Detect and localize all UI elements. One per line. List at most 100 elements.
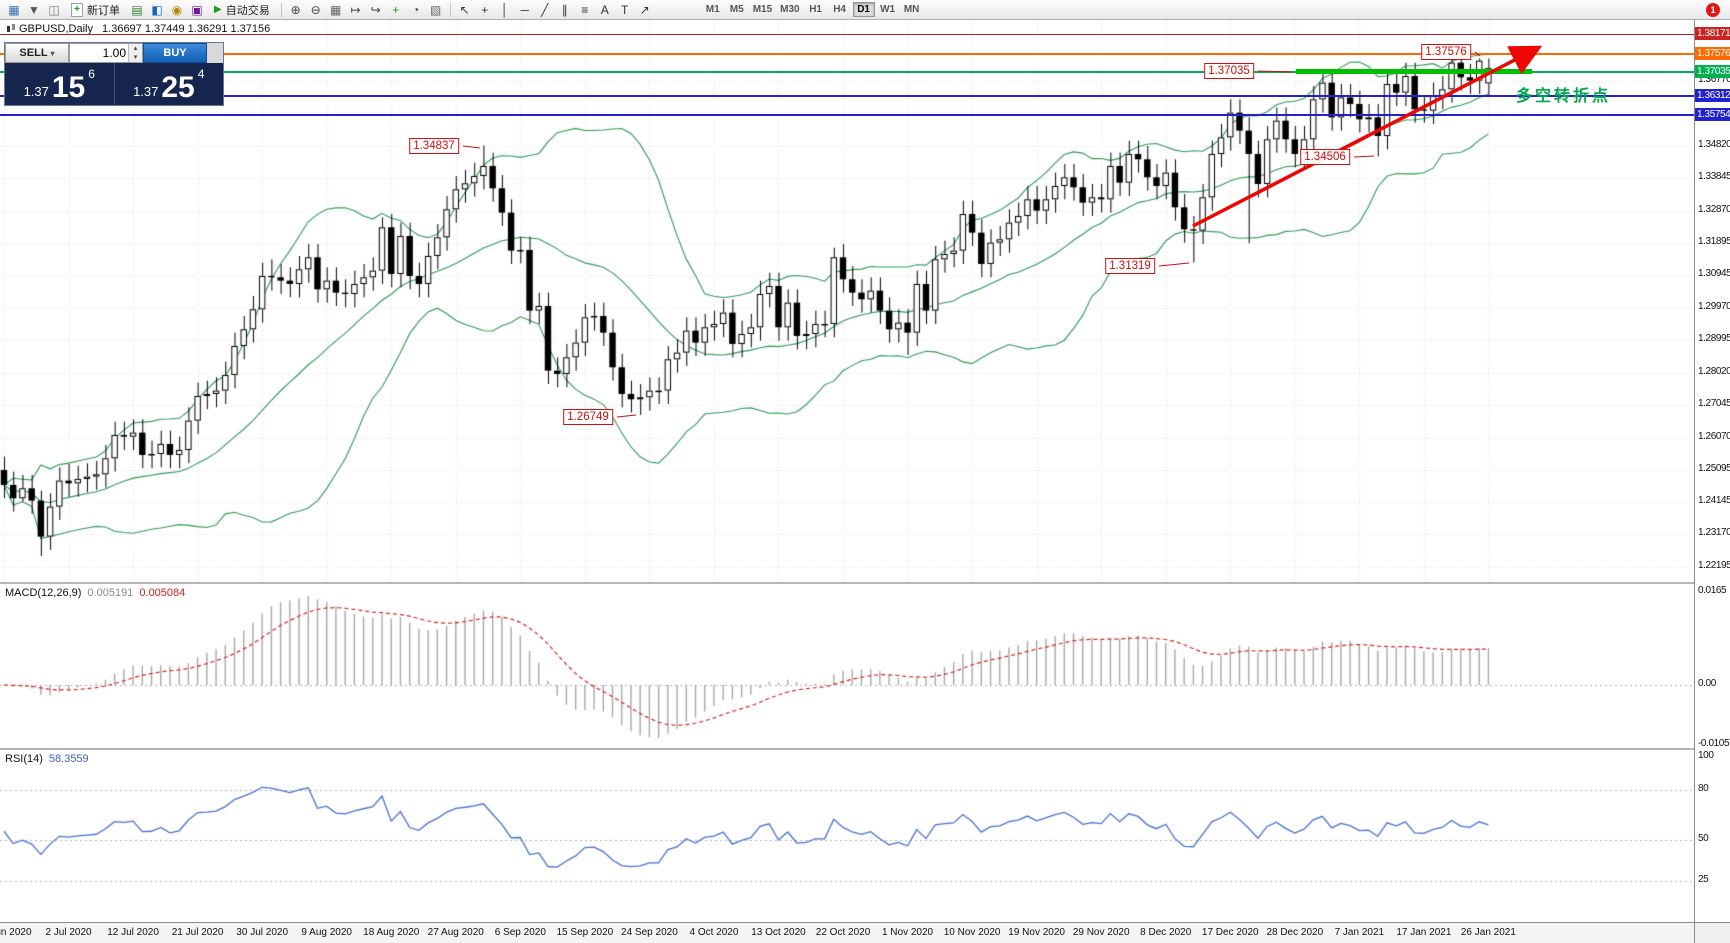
toolbar-separator bbox=[449, 2, 451, 17]
price-marker: 1.37035 bbox=[1695, 65, 1730, 79]
date-label: 22 Oct 2020 bbox=[815, 927, 871, 938]
toolbar-separator bbox=[280, 2, 282, 17]
text-icon[interactable]: A bbox=[600, 2, 609, 17]
buy-price[interactable]: 1.37 25 4 bbox=[133, 67, 205, 105]
price-scale-label: 1.32870 bbox=[1698, 203, 1730, 215]
timeframe-button-MN[interactable]: MN bbox=[903, 4, 920, 15]
price-callout-1.37035[interactable]: 1.37035 bbox=[1204, 63, 1254, 79]
new-order-icon: + bbox=[71, 2, 83, 17]
templates-icon[interactable]: ▧ bbox=[430, 2, 442, 17]
autotrading-button[interactable]: ▶ 自动交易 bbox=[207, 1, 277, 19]
notification-badge[interactable]: 1 bbox=[1706, 2, 1720, 17]
price-scale-label: 1.23170 bbox=[1698, 527, 1730, 539]
timeframe-button-M5[interactable]: M5 bbox=[729, 4, 744, 15]
price-scale-label: 1.26070 bbox=[1698, 430, 1730, 442]
price-scale-label: 1.31895 bbox=[1698, 236, 1730, 248]
arrow-tool-icon[interactable]: ↗ bbox=[639, 2, 650, 17]
scale-divider bbox=[1694, 20, 1695, 943]
price-scale-label: 1.33845 bbox=[1698, 171, 1730, 183]
chart-shift-icon[interactable]: ↪ bbox=[370, 2, 381, 17]
date-label: 2 Jul 2020 bbox=[45, 927, 92, 938]
date-label: 15 Sep 2020 bbox=[556, 927, 614, 938]
rsi-label: RSI(14) 58.3559 bbox=[5, 753, 89, 765]
window-dropdown-icon[interactable]: ▼ bbox=[28, 2, 40, 17]
horizontal-line-icon[interactable]: ─ bbox=[520, 2, 529, 17]
date-label: 21 Jul 2020 bbox=[171, 927, 224, 938]
crosshair-icon[interactable]: + bbox=[481, 2, 489, 17]
price-scale-label: -0.010571 bbox=[1698, 737, 1730, 749]
price-marker: 1.35754 bbox=[1695, 107, 1730, 121]
timeframe-button-M1[interactable]: M1 bbox=[705, 4, 720, 15]
terminal-icon[interactable]: ▣ bbox=[191, 2, 203, 17]
price-callout-1.26749[interactable]: 1.26749 bbox=[563, 409, 613, 425]
buy-button[interactable]: BUY bbox=[143, 43, 207, 63]
date-label: 6 Sep 2020 bbox=[494, 927, 546, 938]
volume-input[interactable] bbox=[70, 44, 128, 62]
price-callout-1.31319[interactable]: 1.31319 bbox=[1105, 258, 1155, 274]
main-chart-canvas[interactable] bbox=[0, 20, 1694, 582]
ohlc-readout: 1.36697 1.37449 1.36291 1.37156 bbox=[102, 23, 271, 35]
date-label: 13 Oct 2020 bbox=[751, 927, 806, 938]
date-label: 28 Dec 2020 bbox=[1266, 927, 1324, 938]
zoom-out-icon[interactable]: ⊖ bbox=[310, 2, 321, 17]
sell-button[interactable]: SELL ▾ bbox=[5, 43, 69, 63]
price-scale-label: 1.29970 bbox=[1698, 300, 1730, 312]
price-callout-1.37576[interactable]: 1.37576 bbox=[1421, 44, 1471, 60]
price-scale-label: 1.28020 bbox=[1698, 365, 1730, 377]
zoom-in-icon[interactable]: ⊕ bbox=[290, 2, 301, 17]
data-window-icon[interactable]: ◧ bbox=[151, 2, 163, 17]
price-scale-label: 1.30945 bbox=[1698, 268, 1730, 280]
timeframe-button-W1[interactable]: W1 bbox=[880, 4, 896, 15]
tile-windows-icon[interactable]: ▦ bbox=[330, 2, 342, 17]
indicators-icon[interactable]: + bbox=[392, 2, 400, 17]
channel-icon[interactable]: ∥ bbox=[561, 2, 568, 17]
volume-up-icon[interactable]: ▴ bbox=[129, 44, 142, 53]
auto-scroll-icon[interactable]: ↦ bbox=[350, 2, 361, 17]
price-scale-label: 1.24145 bbox=[1698, 494, 1730, 506]
note-text[interactable]: 多空转折点 bbox=[1516, 88, 1612, 105]
date-label: 10 Nov 2020 bbox=[943, 927, 1001, 938]
price-scale-label: 0.0165 bbox=[1698, 585, 1727, 596]
sell-price[interactable]: 1.37 15 6 bbox=[23, 67, 95, 105]
cursor-icon[interactable]: ↖ bbox=[459, 2, 470, 17]
date-label: 29 Nov 2020 bbox=[1072, 927, 1130, 938]
rsi-value: 58.3559 bbox=[48, 753, 89, 765]
price-scale-label: 80 bbox=[1698, 783, 1709, 794]
label-icon[interactable]: T bbox=[621, 2, 629, 17]
profiles-icon[interactable]: ◫ bbox=[48, 2, 60, 17]
toolbar: ▦ ▼ ◫ + 新订单 ▤ ◧ ◉ ▣ ▶ 自动交易 ⊕ ⊖ ▦ ↦ ↪ + ◔ ▧ ↖ + │ ─ ╱ ∥ ≡ A T… bbox=[0, 0, 1730, 20]
timeframe-button-H1[interactable]: H1 bbox=[809, 4, 822, 15]
price-scale[interactable]: 1.36770 1.34820 1.33845 1.32870 1.31895 1.309… bbox=[1695, 20, 1730, 922]
market-watch-icon[interactable]: ▤ bbox=[131, 2, 143, 17]
timeframe-button-M30[interactable]: M30 bbox=[780, 4, 800, 15]
new-order-button[interactable]: + 新订单 bbox=[64, 1, 127, 19]
price-marker: 1.37576 bbox=[1695, 47, 1730, 61]
pane-separator[interactable] bbox=[0, 582, 1730, 584]
time-axis[interactable]: 23 Jun 2020 2 Jul 2020 12 Jul 2020 21 Jul 2… bbox=[0, 922, 1694, 943]
symbol-period: GBPUSD,Daily bbox=[19, 23, 93, 35]
price-marker: 1.38171 bbox=[1695, 27, 1730, 41]
rsi-canvas[interactable] bbox=[0, 750, 1694, 922]
timeframe-button-M15[interactable]: M15 bbox=[752, 4, 773, 15]
price-callout-1.34506[interactable]: 1.34506 bbox=[1300, 149, 1350, 165]
chart-title: GBPUSD,Daily 1.36697 1.37449 1.36291 1.3… bbox=[6, 23, 270, 35]
pane-separator[interactable] bbox=[0, 748, 1730, 750]
chart-window-icon[interactable]: ▦ bbox=[8, 2, 20, 17]
periods-icon[interactable]: ◔ bbox=[412, 2, 420, 17]
date-label: 9 Aug 2020 bbox=[301, 927, 352, 938]
timeframe-button-H4[interactable]: H4 bbox=[833, 4, 846, 15]
date-label: 7 Jan 2021 bbox=[1334, 927, 1385, 938]
fibonacci-icon[interactable]: ≡ bbox=[581, 2, 589, 17]
timeframe-button-D1[interactable]: D1 bbox=[852, 2, 875, 17]
date-label: 12 Jul 2020 bbox=[107, 927, 159, 938]
trendline-icon[interactable]: ╱ bbox=[541, 2, 549, 17]
volume-down-icon[interactable]: ▾ bbox=[129, 53, 142, 62]
price-scale-label: 1.34820 bbox=[1698, 138, 1730, 150]
vertical-line-icon[interactable]: │ bbox=[500, 2, 509, 17]
navigator-icon[interactable]: ◉ bbox=[171, 2, 183, 17]
price-callout-1.34837[interactable]: 1.34837 bbox=[409, 138, 459, 154]
price-scale-label: 50 bbox=[1698, 832, 1709, 844]
macd-canvas[interactable] bbox=[0, 584, 1694, 748]
date-label: 17 Jan 2021 bbox=[1396, 927, 1452, 938]
price-scale-label: 100 bbox=[1698, 750, 1714, 761]
